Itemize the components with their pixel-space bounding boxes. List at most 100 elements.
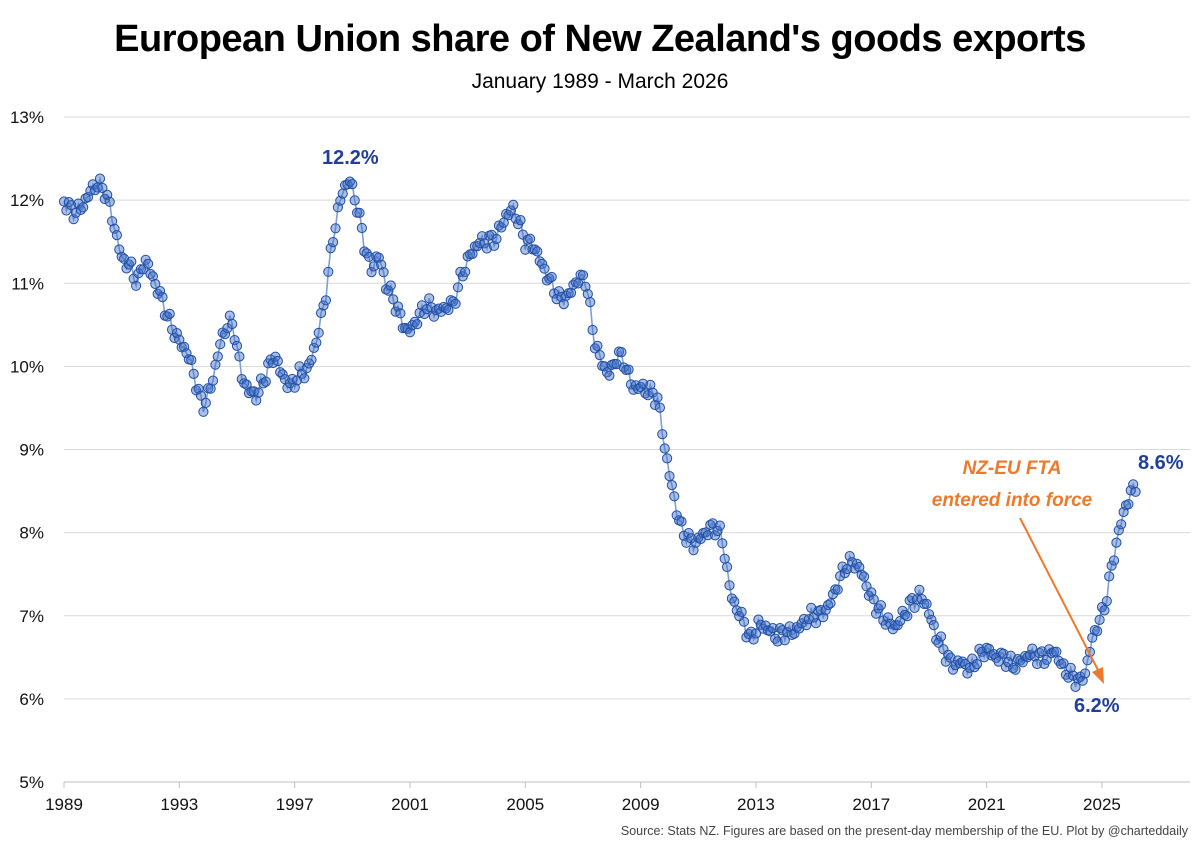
data-point (383, 285, 394, 296)
data-point (810, 618, 822, 629)
data-point (205, 383, 216, 394)
y-tick-label: 11% (11, 274, 44, 293)
data-point (825, 598, 836, 609)
x-tick-label: 2009 (622, 795, 660, 814)
chart-title: European Union share of New Zealand's go… (114, 18, 1086, 60)
data-point (928, 620, 939, 631)
data-point (328, 237, 339, 248)
data-point (558, 299, 569, 310)
data-point (1094, 614, 1105, 626)
data-point (854, 562, 865, 573)
annotations: 12.2% 6.2% 8.6% NZ-EU FTA entered into f… (322, 147, 1184, 717)
data-point (1051, 646, 1062, 657)
data-point (212, 351, 223, 362)
data-point (150, 278, 161, 290)
data-point (78, 202, 89, 213)
y-tick-label: 5% (19, 773, 44, 792)
data-point (659, 443, 670, 454)
data-point (914, 584, 925, 595)
trough-label: 6.2% (1074, 695, 1120, 717)
x-tick-label: 1989 (45, 795, 83, 814)
data-point (935, 631, 947, 642)
x-tick-label: 2025 (1083, 795, 1121, 814)
data-point (652, 392, 663, 403)
data-point (717, 538, 728, 549)
latest-label: 8.6% (1138, 452, 1184, 474)
data-point (1101, 596, 1112, 607)
data-point (585, 297, 596, 308)
y-tick-label: 10% (10, 357, 44, 376)
data-point (962, 668, 973, 679)
data-point (637, 378, 649, 389)
data-point (337, 188, 348, 199)
data-point (546, 271, 557, 283)
data-point (376, 259, 387, 270)
data-point (412, 319, 423, 330)
data-point (126, 256, 137, 267)
data-point (143, 258, 154, 269)
data-point (460, 266, 471, 277)
x-tick-label: 2021 (968, 795, 1006, 814)
data-point (604, 370, 615, 381)
peak-label: 12.2% (322, 147, 379, 169)
data-point (676, 516, 687, 527)
series-line (63, 175, 1137, 688)
data-point (820, 605, 831, 616)
data-point (157, 292, 168, 303)
data-point (883, 612, 894, 623)
data-point (587, 324, 598, 336)
data-point (253, 387, 264, 398)
data-point (313, 327, 324, 338)
data-point (832, 584, 843, 595)
data-point (364, 251, 375, 262)
data-point (1123, 499, 1134, 510)
data-point (452, 282, 464, 293)
data-point (616, 347, 627, 358)
data-point (231, 340, 243, 351)
data-point (875, 600, 887, 611)
data-point (1027, 643, 1038, 654)
data-point (219, 329, 231, 340)
y-tick-label: 9% (19, 441, 44, 460)
data-points (58, 173, 1141, 693)
data-point (479, 238, 490, 249)
data-point (299, 373, 310, 384)
data-point (767, 623, 778, 634)
data-point (347, 179, 358, 190)
data-point (1032, 658, 1043, 670)
data-point (306, 354, 317, 365)
data-point (662, 453, 673, 464)
data-point (719, 553, 730, 564)
data-point (311, 337, 322, 348)
data-point (748, 634, 759, 645)
data-point (553, 286, 565, 297)
data-point (724, 580, 735, 591)
x-axis: 1989 1993 1997 2001 2005 2009 2013 2017 2021 2025 (45, 781, 1190, 814)
data-point (227, 318, 238, 330)
data-point (186, 354, 197, 366)
gridlines (64, 116, 1190, 700)
data-point (272, 355, 283, 367)
data-point (229, 335, 240, 346)
data-point (443, 304, 454, 316)
data-point (738, 616, 750, 627)
data-point (251, 395, 262, 406)
data-point (1080, 668, 1091, 679)
data-point (1108, 555, 1120, 566)
data-point (356, 222, 367, 234)
data-point (308, 342, 319, 353)
data-point (702, 530, 714, 541)
data-point (645, 379, 656, 390)
data-point (107, 216, 118, 227)
data-point (594, 350, 605, 361)
data-point (424, 293, 435, 304)
data-point (318, 300, 329, 311)
data-point (1128, 479, 1139, 490)
data-point (902, 611, 913, 622)
data-point (753, 614, 764, 625)
data-point (147, 271, 158, 282)
fta-arrow-head (1092, 667, 1104, 684)
data-point (419, 308, 430, 320)
data-point (174, 334, 185, 345)
y-tick-label: 12% (10, 191, 44, 210)
